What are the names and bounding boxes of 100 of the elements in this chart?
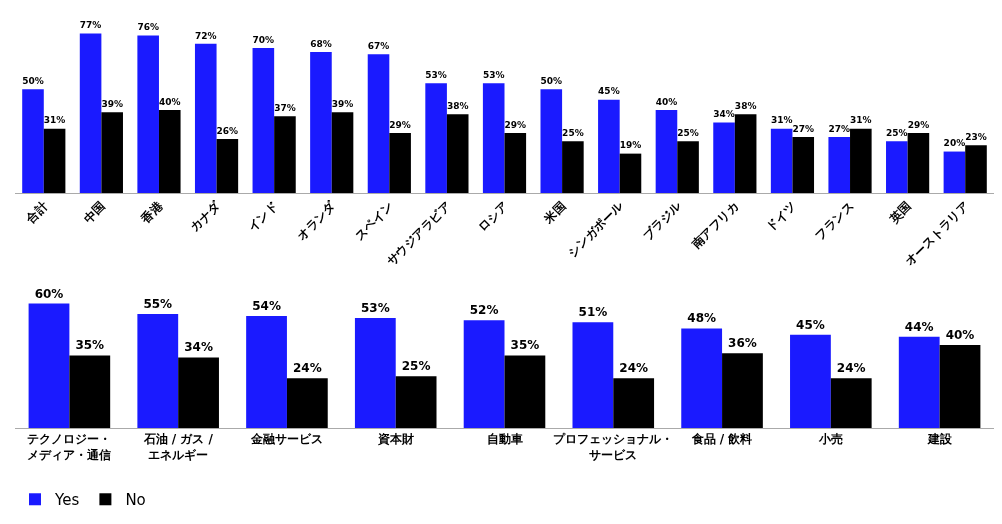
- data-label: 25%: [886, 127, 908, 138]
- bar: [274, 116, 296, 193]
- x-tick-label: インド: [245, 198, 281, 235]
- data-label: 51%: [578, 305, 608, 320]
- bar: [310, 52, 332, 193]
- x-tick-label: ロシア: [475, 198, 511, 235]
- legend-label: No: [125, 491, 146, 510]
- bar: [178, 357, 219, 428]
- bar: [446, 114, 469, 193]
- bar: [389, 132, 411, 193]
- x-tick-label: カナダ: [187, 198, 224, 235]
- data-label: 24%: [292, 361, 322, 376]
- bar: [252, 47, 275, 193]
- data-label: 39%: [331, 98, 354, 109]
- bar: [792, 137, 815, 193]
- bar: [828, 137, 851, 193]
- x-tick-label: ブラジル: [639, 198, 685, 243]
- bar: [331, 112, 354, 193]
- bar: [677, 141, 699, 193]
- bar: [770, 128, 793, 193]
- x-tick-label: 自動車: [486, 432, 523, 447]
- bar: [939, 345, 981, 428]
- bar: [655, 110, 678, 193]
- data-label: 27%: [828, 123, 851, 134]
- bar: [425, 83, 447, 193]
- x-tick-label: 南アフリカ: [688, 198, 742, 252]
- data-label: 25%: [401, 359, 431, 374]
- bar: [540, 89, 563, 193]
- data-label: 60%: [34, 286, 64, 301]
- bar: [43, 128, 66, 193]
- x-tick-label: 香港: [137, 198, 167, 227]
- data-label: 40%: [655, 96, 678, 107]
- data-label: 38%: [734, 100, 757, 111]
- bar: [598, 99, 620, 193]
- x-tick-label: スペイン: [351, 198, 396, 243]
- data-label: 68%: [310, 38, 332, 49]
- bar: [137, 35, 159, 193]
- bar: [286, 378, 328, 428]
- x-tick-label: オランダ: [294, 198, 339, 243]
- bar: [722, 353, 763, 428]
- x-tick-label: 中国: [80, 198, 108, 226]
- data-label: 45%: [598, 86, 620, 97]
- bar: [137, 313, 179, 428]
- bar: [367, 54, 390, 193]
- x-tick-label: フランス: [812, 198, 857, 243]
- x-tick-label: 合計: [22, 198, 51, 227]
- data-label: 72%: [194, 30, 217, 41]
- bar: [194, 43, 217, 193]
- data-label: 39%: [101, 98, 123, 109]
- x-tick-label: 建設: [926, 432, 953, 447]
- bar: [850, 128, 872, 193]
- x-tick-label: 資本財: [376, 432, 414, 447]
- data-label: 40%: [158, 96, 181, 107]
- data-label: 20%: [943, 138, 966, 149]
- bar: [965, 145, 987, 193]
- data-label: 55%: [143, 296, 173, 311]
- data-label: 19%: [619, 140, 642, 151]
- data-label: 31%: [43, 115, 66, 126]
- bar: [734, 114, 757, 193]
- bar: [504, 132, 527, 193]
- data-label: 31%: [770, 115, 793, 126]
- data-label: 35%: [75, 338, 105, 353]
- bar: [681, 328, 723, 428]
- bar: [22, 89, 44, 193]
- bar: [79, 33, 102, 193]
- data-label: 70%: [252, 34, 275, 45]
- bar: [354, 318, 396, 428]
- bar: [572, 322, 614, 428]
- x-tick-label: 石油 / ガス / エネルギー: [142, 432, 214, 462]
- x-tick-label: 食品 / 飲料: [690, 432, 753, 447]
- data-label: 38%: [446, 100, 469, 111]
- bar: [562, 141, 584, 193]
- data-label: 29%: [389, 119, 411, 130]
- data-label: 27%: [792, 123, 815, 134]
- data-label: 50%: [540, 76, 563, 87]
- x-tick-label: 米国: [540, 198, 569, 227]
- x-tick-label: 金融サービス: [249, 432, 323, 447]
- data-label: 54%: [252, 299, 281, 313]
- x-tick-label: ドイツ: [763, 198, 799, 235]
- data-label: 40%: [945, 328, 975, 343]
- x-tick-label: 英国: [886, 198, 914, 227]
- data-label: 25%: [677, 127, 699, 138]
- data-label: 31%: [850, 115, 872, 126]
- bar: [101, 112, 123, 193]
- bar: [158, 110, 181, 193]
- data-label: 50%: [22, 76, 44, 87]
- bar: [898, 336, 940, 428]
- data-label: 53%: [482, 69, 505, 80]
- data-label: 53%: [425, 69, 447, 80]
- bar: [246, 316, 287, 428]
- data-label: 24%: [836, 361, 866, 376]
- data-label: 29%: [907, 119, 930, 130]
- data-label: 45%: [796, 317, 825, 332]
- bar: [907, 132, 930, 193]
- legend-label: Yes: [54, 491, 80, 510]
- data-label: 77%: [79, 20, 102, 31]
- x-tick-label: 小売: [817, 432, 843, 447]
- data-label: 52%: [469, 303, 499, 318]
- data-label: 37%: [274, 103, 296, 114]
- data-label: 34%: [184, 340, 213, 355]
